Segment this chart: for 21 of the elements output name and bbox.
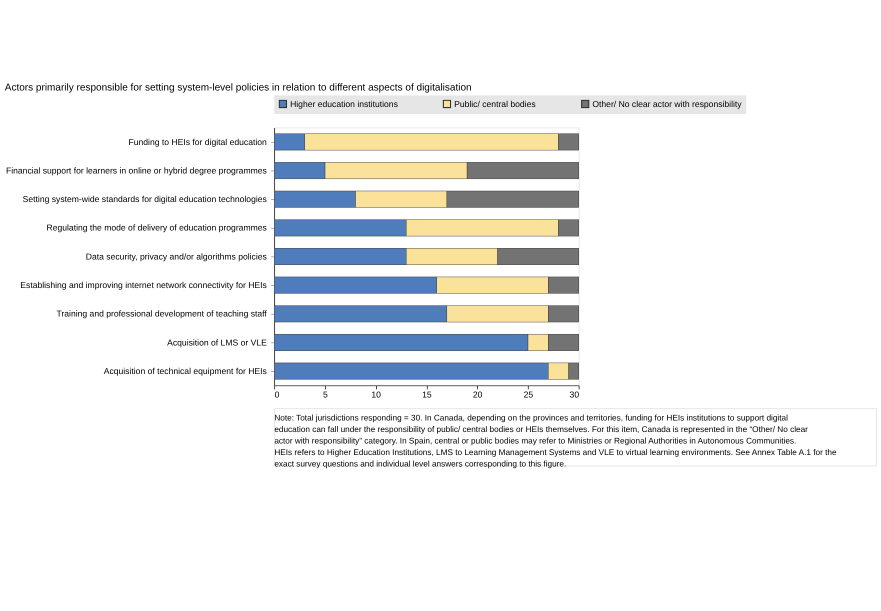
legend-label: Other/ No clear actor with responsibility [592,98,742,109]
x-tick-label: 25 [524,389,534,400]
text: Note: Total jurisdictions responding = 30. In Canada, depending on the provinces and territories, funding for HEIs institutions to support digital education can fall under the responsibility of public/ central bodies or HEIs themselves. For this item, Canada is represented in the “Other/ No clear actor with responsibility” category. In Spain, central or public bodies may refer to Ministries or Regional Authorities in Autonomous Communities. HEIs refers to Higher Education Institutions, LMS to Learning Management Systems and VLE to virtual learning environments. See Annex Table A.1 for the exact survey questions and individual level answers corresponding to this figure. [274,414,837,468]
x-tick-label: 5 [323,389,328,400]
y-tick-label: Setting system-wide standards for digital education technologies [22,194,267,204]
y-tick-label: Financial support for learners in online or hybrid degree programmes [6,165,267,176]
y-tick-label: Training and professional development of teaching staff [56,308,268,319]
y-tick-label: Establishing and improving internet network connectivity for HEIs [20,280,267,290]
y-tick-label: Funding to HEIs for digital education [128,136,268,147]
x-tick-label: 15 [422,389,432,400]
x-tick-label: 30 [570,389,580,400]
legend-label: Public/ central bodies [454,98,536,109]
chart-title: Actors primarily responsible for setting system-level policies in relation to different aspects of digitalisation [4,82,472,94]
legend-label: Higher education institutions [290,98,398,109]
y-tick-label: Data security, privacy and/or algorithms policies [86,251,267,262]
x-tick-label: 0 [274,389,280,400]
y-tick-label: Acquisition of LMS or VLE [167,337,268,348]
y-tick-label: Acquisition of technical equipment for HEIs [104,366,267,376]
y-tick-label: Regulating the mode of delivery of education programmes [46,222,267,233]
x-tick-label: 20 [472,389,483,400]
x-tick-label: 10 [371,389,382,400]
